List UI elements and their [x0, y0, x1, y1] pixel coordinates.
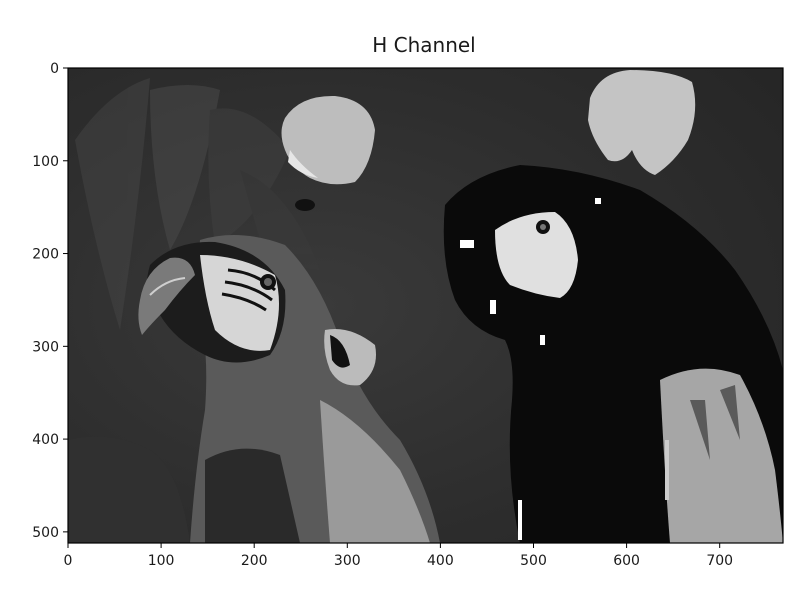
h-channel-image [68, 68, 783, 543]
y-axis-ticks: 0 100 200 300 400 500 [32, 61, 68, 541]
x-tick-label: 400 [427, 553, 454, 569]
y-tick-label: 200 [32, 247, 59, 263]
x-tick-label: 100 [148, 553, 175, 569]
x-axis-ticks: 0 100 200 300 400 500 600 700 [64, 543, 733, 569]
x-tick-label: 0 [64, 553, 73, 569]
x-tick-label: 300 [334, 553, 361, 569]
y-tick-label: 300 [32, 339, 59, 355]
x-tick-label: 600 [613, 553, 640, 569]
y-tick-label: 0 [50, 61, 59, 77]
x-tick-label: 200 [241, 553, 268, 569]
plot-frame [67, 67, 784, 544]
chart-title: H Channel [372, 33, 476, 57]
x-tick-label: 500 [520, 553, 547, 569]
y-tick-label: 400 [32, 432, 59, 448]
x-tick-label: 700 [706, 553, 733, 569]
y-tick-label: 100 [32, 154, 59, 170]
y-tick-label: 500 [32, 525, 59, 541]
